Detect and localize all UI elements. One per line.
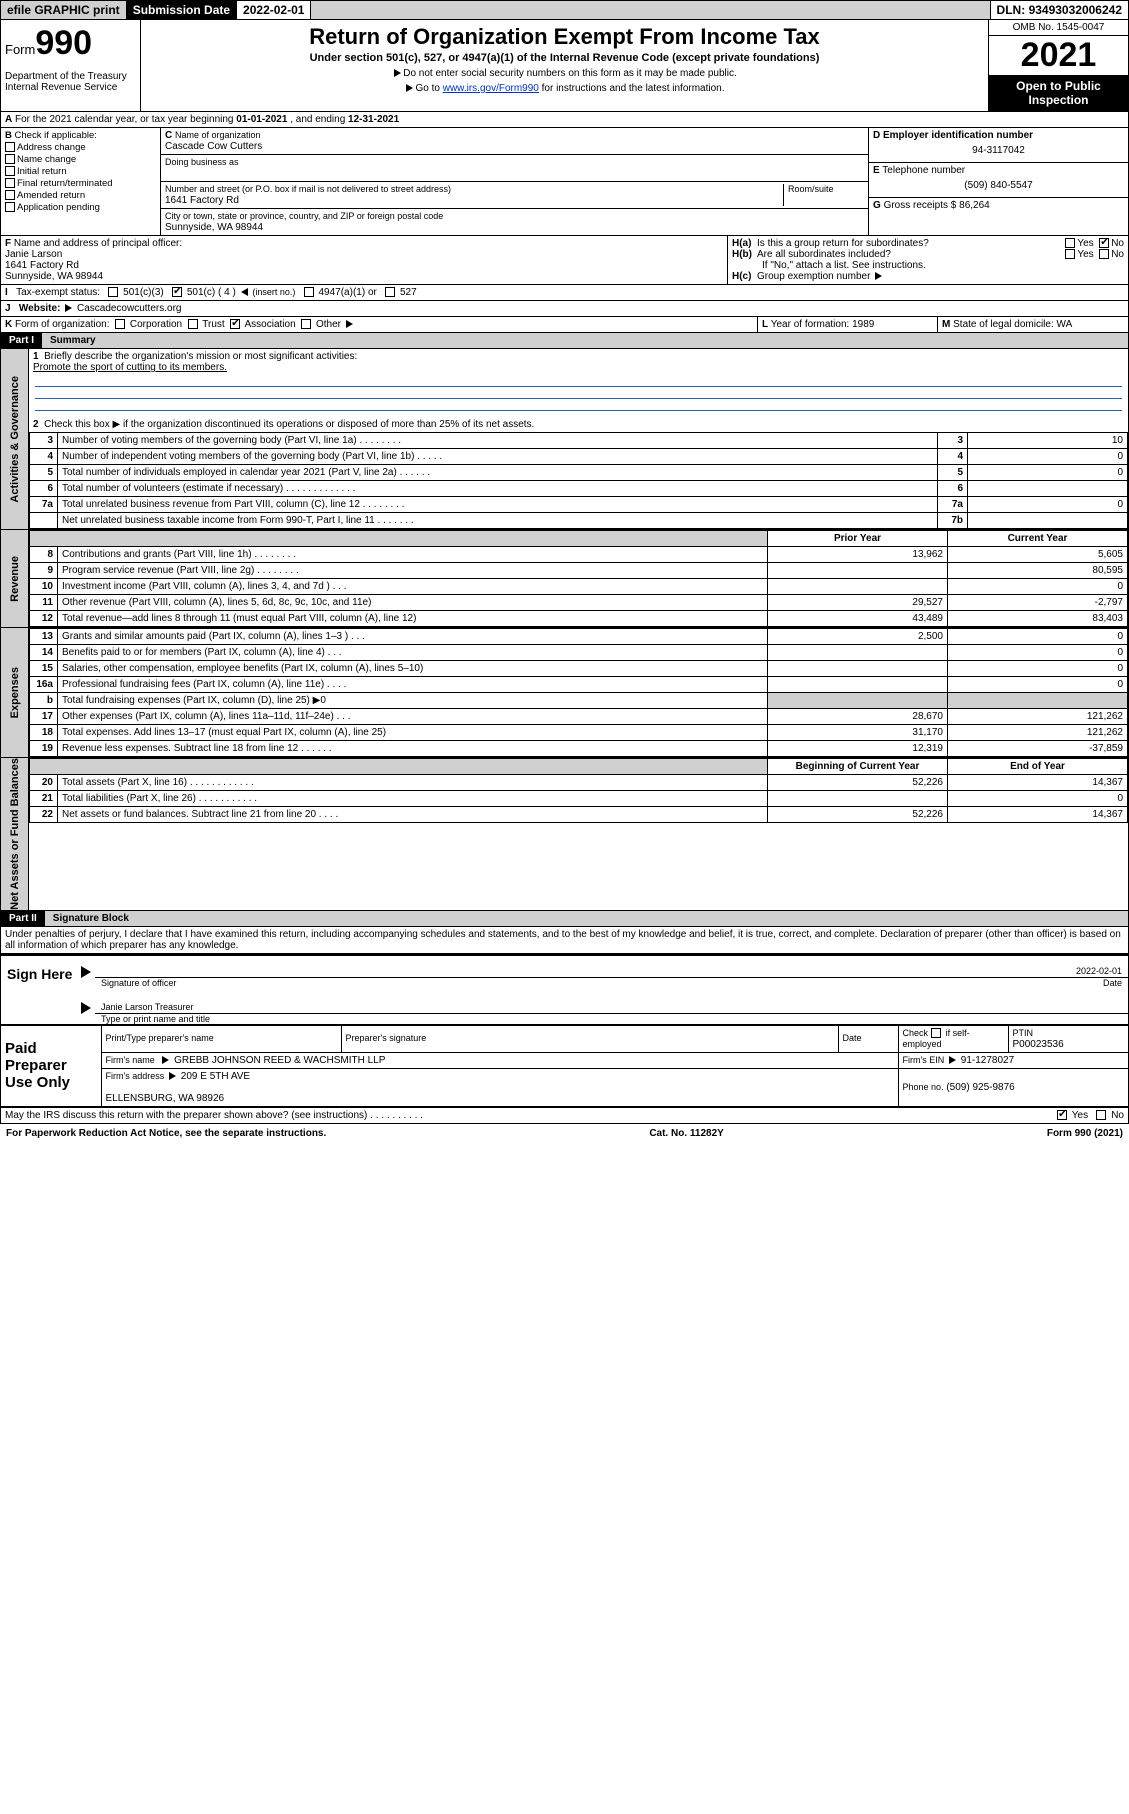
form-subtitle: Under section 501(c), 527, or 4947(a)(1)… (149, 52, 980, 64)
discuss-line: May the IRS discuss this return with the… (0, 1108, 1129, 1124)
website: Cascadecowcutters.org (77, 303, 182, 314)
open-to-public: Open to Public Inspection (989, 75, 1128, 111)
firm-phone: (509) 925-9876 (946, 1082, 1014, 1093)
omb-number: OMB No. 1545-0047 (989, 20, 1128, 36)
sign-arrow-icon (81, 966, 91, 978)
officer-name: Janie Larson (5, 249, 62, 260)
ein: 94-3117042 (873, 141, 1124, 160)
form-note-ssn: Do not enter social security numbers on … (149, 68, 980, 79)
line-a: A For the 2021 calendar year, or tax yea… (0, 112, 1129, 128)
chk-other[interactable] (301, 319, 311, 329)
dln-label: DLN: (997, 3, 1026, 17)
ha-no[interactable] (1099, 238, 1109, 248)
hb-yes[interactable] (1065, 249, 1075, 259)
paid-preparer-label: Paid Preparer Use Only (1, 1025, 101, 1106)
line-klm: K Form of organization: Corporation Trus… (0, 317, 1129, 333)
chk-name-change[interactable] (5, 154, 15, 164)
chk-self-employed[interactable] (931, 1028, 941, 1038)
chk-amended[interactable] (5, 190, 15, 200)
page-footer: For Paperwork Reduction Act Notice, see … (0, 1124, 1129, 1143)
footer-right: Form 990 (2021) (1047, 1128, 1123, 1139)
chk-address-change[interactable] (5, 142, 15, 152)
block-bcdeg: B Check if applicable: Address change Na… (0, 128, 1129, 236)
irs-link[interactable]: www.irs.gov/Form990 (443, 83, 539, 94)
form-title: Return of Organization Exempt From Incom… (149, 24, 980, 50)
line-i: I Tax-exempt status: 501(c)(3) 501(c) ( … (0, 284, 1129, 301)
sign-arrow-icon-2 (81, 1002, 91, 1014)
tab-netassets: Net Assets or Fund Balances (1, 758, 29, 910)
line-j: J Website: Cascadecowcutters.org (0, 301, 1129, 317)
topbar-spacer (311, 1, 990, 19)
chk-4947[interactable] (304, 287, 314, 297)
chk-corp[interactable] (115, 319, 125, 329)
sign-here-label: Sign Here (1, 956, 81, 1024)
expenses-table: 13Grants and similar amounts paid (Part … (29, 628, 1128, 757)
chk-501c[interactable] (172, 287, 182, 297)
officer-addr1: 1641 Factory Rd (5, 260, 79, 271)
mission-text: Promote the sport of cutting to its memb… (33, 362, 227, 373)
year-formation: 1989 (852, 319, 874, 330)
block-fh: F Name and address of principal officer:… (0, 236, 1129, 285)
form-header: Form990 Department of the Treasury Inter… (0, 20, 1129, 112)
chk-527[interactable] (385, 287, 395, 297)
form-note-link: Go to www.irs.gov/Form990 for instructio… (149, 83, 980, 94)
part-i-header: Part I Summary (0, 333, 1129, 349)
firm-addr1: 209 E 5TH AVE (181, 1071, 250, 1082)
tab-expenses: Expenses (1, 628, 29, 757)
dln: DLN: 93493032006242 (991, 1, 1128, 19)
firm-addr2: ELLENSBURG, WA 98926 (106, 1093, 225, 1104)
discuss-yes[interactable] (1057, 1110, 1067, 1120)
submission-date-label: Submission Date (127, 1, 237, 19)
ptin: P00023536 (1013, 1039, 1064, 1050)
tab-revenue: Revenue (1, 530, 29, 627)
col-b: B Check if applicable: Address change Na… (1, 128, 161, 235)
dept-treasury: Department of the Treasury (5, 71, 136, 82)
revenue-table: Prior YearCurrent Year8Contributions and… (29, 530, 1128, 627)
section-revenue: Revenue Prior YearCurrent Year8Contribut… (0, 530, 1129, 628)
org-city: Sunnyside, WA 98944 (165, 222, 263, 233)
phone: (509) 840-5547 (873, 176, 1124, 195)
chk-final-return[interactable] (5, 178, 15, 188)
firm-name: GREBB JOHNSON REED & WACHSMITH LLP (174, 1055, 385, 1066)
section-governance: Activities & Governance 1 Briefly descri… (0, 349, 1129, 530)
section-netassets: Net Assets or Fund Balances Beginning of… (0, 758, 1129, 911)
section-expenses: Expenses 13Grants and similar amounts pa… (0, 628, 1129, 758)
tax-year: 2021 (989, 36, 1128, 75)
col-c: C Name of organizationCascade Cow Cutter… (161, 128, 868, 235)
col-deg: D Employer identification number94-31170… (868, 128, 1128, 235)
part-ii-header: Part II Signature Block (0, 911, 1129, 927)
sign-date: 2022-02-01 (1076, 966, 1122, 976)
tab-governance: Activities & Governance (1, 349, 29, 529)
dln-value: 93493032006242 (1029, 3, 1122, 17)
efile-print-button[interactable]: efile GRAPHIC print (1, 1, 127, 19)
officer-addr2: Sunnyside, WA 98944 (5, 271, 103, 282)
dept-irs: Internal Revenue Service (5, 82, 136, 93)
declaration: Under penalties of perjury, I declare th… (0, 927, 1129, 954)
sign-block: Sign Here 2022-02-01 Signature of office… (0, 954, 1129, 1025)
hb-no[interactable] (1099, 249, 1109, 259)
ha-yes[interactable] (1065, 238, 1075, 248)
footer-mid: Cat. No. 11282Y (649, 1128, 723, 1139)
footer-left: For Paperwork Reduction Act Notice, see … (6, 1128, 326, 1139)
topbar: efile GRAPHIC print Submission Date 2022… (0, 0, 1129, 20)
org-name: Cascade Cow Cutters (165, 141, 262, 152)
discuss-no[interactable] (1096, 1110, 1106, 1120)
chk-initial-return[interactable] (5, 166, 15, 176)
firm-ein: 91-1278027 (961, 1055, 1014, 1066)
form-number: Form990 (5, 24, 136, 63)
org-street: 1641 Factory Rd (165, 195, 239, 206)
submission-date: 2022-02-01 (237, 1, 311, 19)
officer-sig-name: Janie Larson Treasurer (101, 1002, 194, 1012)
chk-501c3[interactable] (108, 287, 118, 297)
chk-assoc[interactable] (230, 319, 240, 329)
chk-app-pending[interactable] (5, 202, 15, 212)
h-note: If "No," attach a list. See instructions… (732, 260, 1124, 271)
gross-receipts: 86,264 (959, 200, 990, 211)
netassets-table: Beginning of Current YearEnd of Year20To… (29, 758, 1128, 823)
chk-trust[interactable] (188, 319, 198, 329)
governance-table: 3Number of voting members of the governi… (29, 432, 1128, 529)
paid-preparer-block: Paid Preparer Use Only Print/Type prepar… (0, 1025, 1129, 1108)
state-domicile: WA (1057, 319, 1073, 330)
